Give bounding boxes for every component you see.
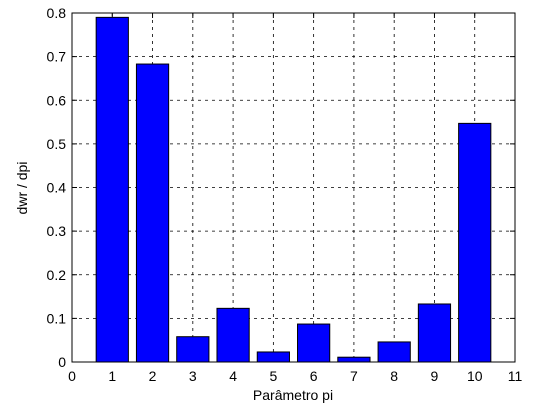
plot-frame: [71, 12, 516, 363]
bar: [337, 356, 371, 363]
bar: [256, 351, 290, 363]
y-tick-label: 0.3: [47, 223, 67, 239]
y-tick-label: 0: [58, 354, 66, 370]
y-tick-label: 0.1: [47, 310, 67, 326]
x-tick-label: 8: [390, 368, 398, 384]
x-axis-label: Parâmetro pi: [253, 387, 333, 403]
x-tick-label: 11: [508, 368, 523, 384]
bar: [176, 336, 210, 363]
y-tick-label: 0.8: [47, 5, 67, 21]
y-axis-label: dwr / dpi: [14, 162, 30, 215]
x-tick-label: 3: [189, 368, 197, 384]
x-tick-label: 1: [108, 368, 116, 384]
x-tick-label: 5: [269, 368, 277, 384]
y-tick-label: 0.2: [47, 267, 67, 283]
x-tick-label: 7: [350, 368, 358, 384]
y-tick-label: 0.5: [47, 136, 67, 152]
bar: [297, 323, 331, 363]
x-tick-label: 2: [149, 368, 157, 384]
bar: [377, 341, 411, 363]
x-tick-label: 0: [68, 368, 76, 384]
x-tick-label: 4: [229, 368, 237, 384]
y-tick-label: 0.7: [47, 49, 67, 65]
bar: [458, 122, 492, 363]
x-tick-label: 9: [431, 368, 439, 384]
bar: [135, 63, 170, 363]
y-tick-label: 0.6: [47, 92, 67, 108]
y-tick-label: 0.4: [47, 180, 67, 196]
x-tick-label: 10: [467, 368, 483, 384]
x-tick-label: 6: [310, 368, 318, 384]
bar: [95, 16, 129, 363]
bar: [417, 303, 452, 363]
bar: [216, 307, 250, 363]
